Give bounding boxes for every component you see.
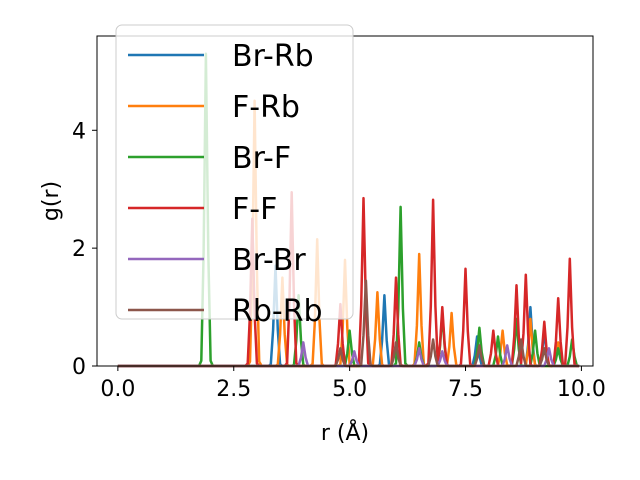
legend-box — [115, 24, 354, 320]
y-tick-label: 4 — [72, 119, 86, 144]
y-tick-label: 2 — [72, 237, 86, 262]
x-tick-label: 10.0 — [557, 377, 606, 402]
legend-label: F-F — [232, 192, 277, 227]
legend-label: Br-Rb — [232, 39, 314, 74]
x-tick-label: 7.5 — [448, 377, 483, 402]
x-axis: 0.0 2.5 5.0 7.5 10.0 — [100, 366, 606, 402]
y-tick-label: 0 — [72, 355, 86, 380]
y-axis-label: g(r) — [39, 181, 64, 221]
legend-label: Br-Br — [232, 243, 306, 278]
legend-label: Br-F — [232, 141, 291, 176]
x-tick-label: 2.5 — [216, 377, 251, 402]
x-axis-label: r (Å) — [321, 419, 369, 446]
legend-label: Rb-Rb — [232, 294, 323, 329]
x-tick-label: 5.0 — [332, 377, 367, 402]
x-tick-label: 0.0 — [100, 377, 135, 402]
y-axis: 0 2 4 — [72, 119, 97, 380]
legend-label: F-Rb — [232, 90, 300, 125]
legend: Br-Rb F-Rb Br-F F-F Br-Br Rb-Rb — [115, 24, 354, 329]
